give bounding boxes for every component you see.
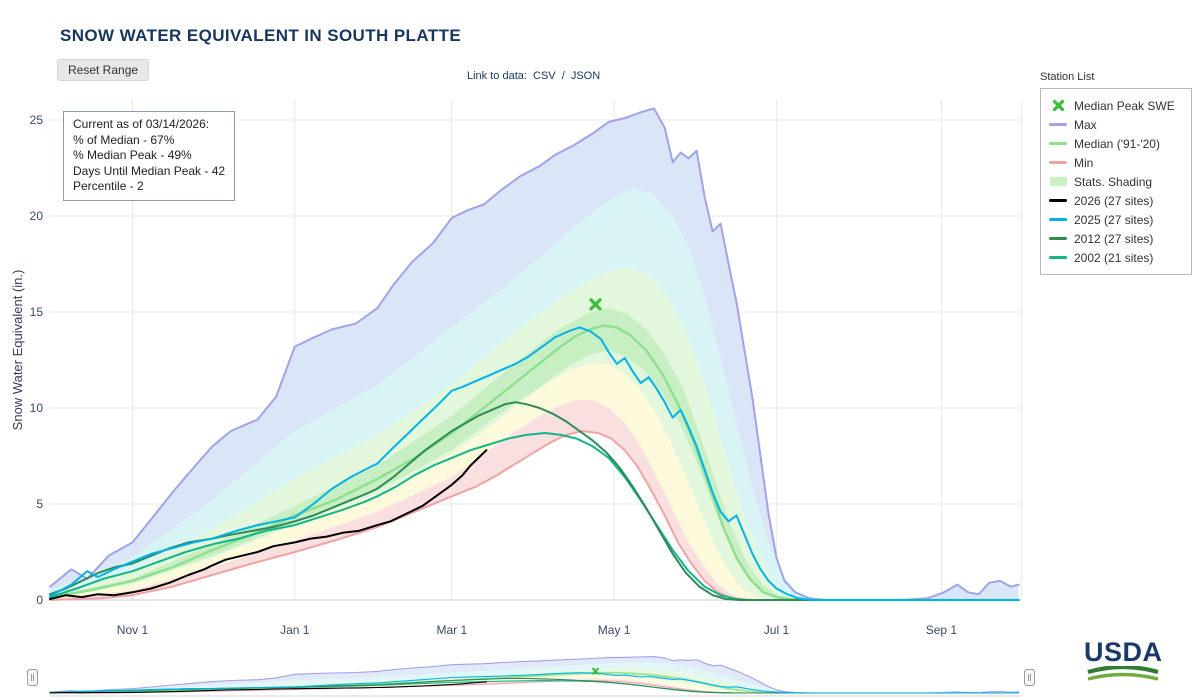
median-line-swatch xyxy=(1049,142,1067,145)
legend-item-min[interactable]: Min xyxy=(1049,153,1183,172)
current-status-box: Current as of 03/14/2026: % of Median - … xyxy=(63,111,236,201)
svg-text:10: 10 xyxy=(30,401,44,415)
csv-link[interactable]: CSV xyxy=(533,70,556,82)
usda-swoosh-icon xyxy=(1087,664,1159,681)
svg-text:Nov 1: Nov 1 xyxy=(117,623,149,637)
svg-text:Mar 1: Mar 1 xyxy=(436,623,467,637)
year-2002-line-swatch xyxy=(1049,256,1067,259)
status-line: Current as of 03/14/2026: xyxy=(73,117,210,131)
legend-item-2002[interactable]: 2002 (21 sites) xyxy=(1049,248,1183,267)
legend-list: Median Peak SWE Max Median ('91-'20) Min… xyxy=(1049,96,1183,267)
json-link[interactable]: JSON xyxy=(570,70,601,82)
page-title: SNOW WATER EQUIVALENT IN SOUTH PLATTE xyxy=(60,26,462,45)
legend-label: 2002 (21 sites) xyxy=(1074,250,1154,265)
status-line: % Median Peak - 49% xyxy=(73,148,192,162)
legend-label: Min xyxy=(1074,155,1094,170)
legend-label: Median Peak SWE xyxy=(1074,98,1175,113)
status-line: % of Median - 67% xyxy=(73,132,175,147)
max-line-swatch xyxy=(1049,123,1067,126)
median-peak-marker-icon xyxy=(1049,99,1067,112)
status-line: Percentile - 2 xyxy=(73,179,144,193)
legend-item-median-peak-swe[interactable]: Median Peak SWE xyxy=(1049,96,1183,115)
usda-logo: USDA xyxy=(1084,638,1162,686)
station-list-link[interactable]: Station List xyxy=(1040,71,1095,83)
legend: Median Peak SWE Max Median ('91-'20) Min… xyxy=(1040,88,1192,275)
min-line-swatch xyxy=(1049,161,1067,164)
year-2012-line-swatch xyxy=(1049,237,1067,240)
legend-item-2026[interactable]: 2026 (27 sites) xyxy=(1049,191,1183,210)
navigator-handle-left[interactable] xyxy=(27,669,38,686)
year-2025-line-swatch xyxy=(1049,218,1067,221)
svg-text:Jan 1: Jan 1 xyxy=(280,623,310,637)
reset-range-button[interactable]: Reset Range xyxy=(57,59,150,81)
legend-item-stats-shading[interactable]: Stats. Shading xyxy=(1049,172,1183,191)
legend-item-2012[interactable]: 2012 (27 sites) xyxy=(1049,229,1183,248)
range-navigator[interactable] xyxy=(10,655,1025,697)
data-link-label: Link to data: xyxy=(467,70,527,82)
svg-text:25: 25 xyxy=(30,113,44,127)
data-link-bar: Link to data: CSV / JSON xyxy=(467,70,600,82)
swe-chart[interactable]: Nov 1 Jan 1 Mar 1 May 1 Jul 1 Sep 1 0 5 10 15 20 25 xyxy=(10,88,1025,663)
svg-text:0: 0 xyxy=(36,593,43,607)
usda-logo-text: USDA xyxy=(1084,637,1163,667)
year-2026-line-swatch xyxy=(1049,199,1067,202)
status-line: Days Until Median Peak - 42 xyxy=(73,163,226,178)
svg-text:20: 20 xyxy=(30,209,44,223)
legend-item-max[interactable]: Max xyxy=(1049,115,1183,134)
legend-label: Max xyxy=(1074,117,1097,132)
legend-item-median[interactable]: Median ('91-'20) xyxy=(1049,134,1183,153)
legend-label: 2012 (27 sites) xyxy=(1074,231,1154,246)
svg-text:May 1: May 1 xyxy=(598,623,631,637)
svg-text:5: 5 xyxy=(36,497,43,511)
legend-item-2025[interactable]: 2025 (27 sites) xyxy=(1049,210,1183,229)
legend-label: Median ('91-'20) xyxy=(1074,136,1160,151)
svg-text:Jul 1: Jul 1 xyxy=(764,623,790,637)
stats-shading-swatch xyxy=(1049,177,1067,186)
link-separator: / xyxy=(561,70,565,82)
legend-label: 2025 (27 sites) xyxy=(1074,212,1154,227)
svg-text:15: 15 xyxy=(30,305,44,319)
svg-text:Sep 1: Sep 1 xyxy=(926,623,958,637)
legend-label: 2026 (27 sites) xyxy=(1074,193,1154,208)
legend-label: Stats. Shading xyxy=(1074,174,1153,189)
navigator-handle-right[interactable] xyxy=(1024,669,1035,686)
